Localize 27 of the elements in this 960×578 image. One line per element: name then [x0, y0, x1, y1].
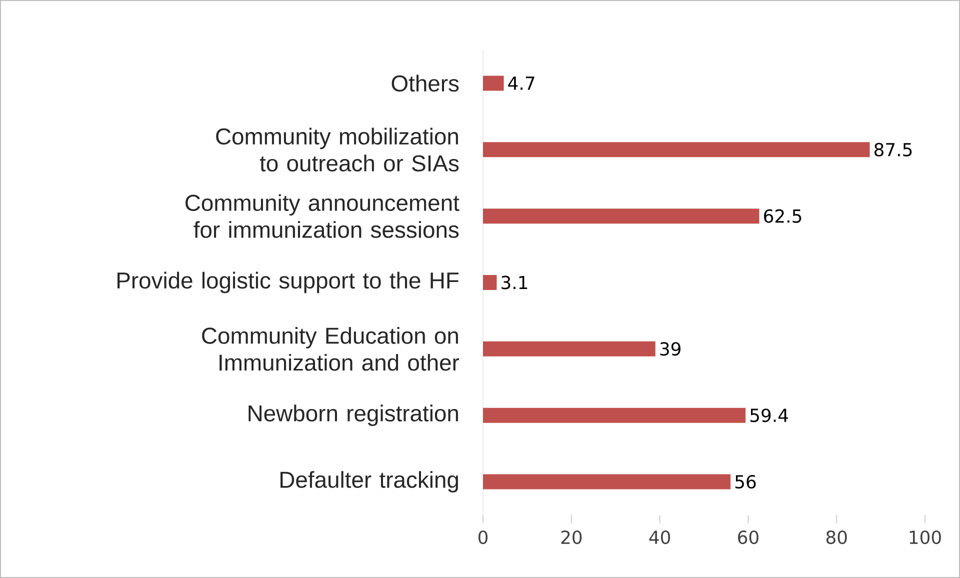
x-tick-label: 0 — [478, 530, 488, 544]
y-tick-label: Community announcement for immunization sessions — [186, 194, 460, 238]
x-tick-label: 20 — [561, 530, 582, 544]
bar — [483, 341, 656, 356]
bar — [483, 76, 504, 91]
y-tick-label: Newborn registration — [248, 404, 458, 426]
y-tick-label: Community Education on Immunization and other — [202, 327, 460, 371]
y-tick-label: Others — [392, 74, 459, 92]
bar — [483, 208, 760, 224]
data-label: 59.4 — [750, 408, 788, 422]
bar — [483, 274, 497, 290]
x-tick-label: 60 — [738, 530, 758, 544]
data-label: 39 — [660, 342, 680, 356]
y-tick-label: Defaulter tracking — [280, 471, 458, 492]
y-tick-label: Community mobilization to outreach or SIAs — [216, 128, 459, 172]
data-label: 62.5 — [764, 209, 802, 223]
data-label: 87.5 — [874, 142, 912, 156]
data-label: 3.1 — [502, 276, 528, 290]
y-tick-label: Provide logistic support to the HF — [118, 272, 459, 294]
bar — [483, 474, 731, 490]
bar — [483, 408, 746, 423]
data-label: 56 — [735, 474, 756, 489]
bar — [483, 142, 870, 158]
x-tick-label: 40 — [649, 530, 670, 544]
x-tick-label: 100 — [910, 530, 941, 544]
data-label: 4.7 — [508, 76, 534, 90]
x-tick-label: 80 — [826, 530, 847, 544]
